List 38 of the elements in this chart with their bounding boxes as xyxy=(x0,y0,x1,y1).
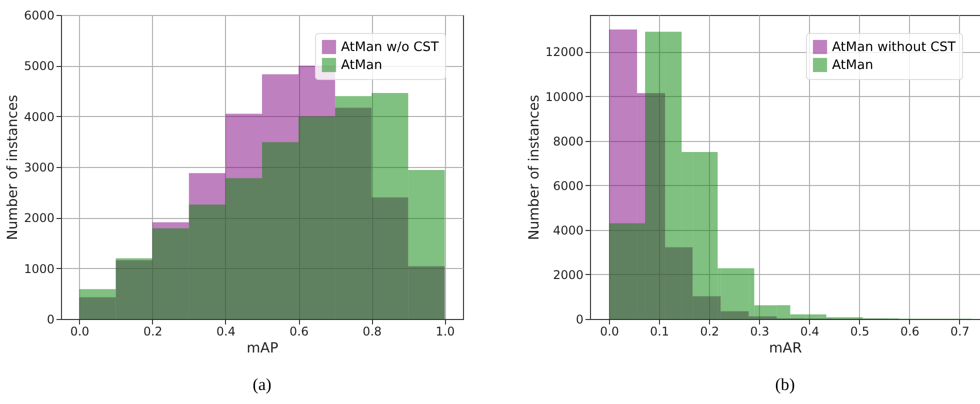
text: (a) xyxy=(252,375,272,394)
x-axis-title: mAR xyxy=(769,340,802,356)
x-tick-label: 0.8 xyxy=(362,324,382,338)
y-tick-label: 6000 xyxy=(24,8,54,22)
legend-label: AtMan xyxy=(832,58,874,73)
y-tick-label: 0 xyxy=(46,312,54,326)
x-axis-title: mAP xyxy=(246,340,278,356)
x-tick-label: 0.6 xyxy=(900,324,920,338)
y-tick-label: 0 xyxy=(576,312,584,326)
x-tick-label: 0.2 xyxy=(143,324,162,338)
y-tick-label: 2000 xyxy=(24,211,54,226)
x-tick-label: 0.6 xyxy=(290,324,309,338)
y-axis-title: Number of instances xyxy=(4,94,21,240)
y-tick-label: 1000 xyxy=(24,262,54,276)
y-axis-title: Number of instances xyxy=(526,94,542,240)
x-tick-label: 0.5 xyxy=(850,324,870,338)
x-tick-label: 0.7 xyxy=(950,324,970,338)
y-tick-label: 10000 xyxy=(545,90,584,104)
legend-label: AtMan without CST xyxy=(832,40,956,55)
legend-label: AtMan w/o CST xyxy=(341,40,439,55)
y-tick-label: 12000 xyxy=(545,45,584,60)
x-tick-label: 0.4 xyxy=(216,324,236,338)
x-tick-label: 0.0 xyxy=(70,324,90,338)
x-tick-label: 0.1 xyxy=(650,324,670,338)
x-tick-label: 0.0 xyxy=(600,324,620,338)
x-tick-label: 0.3 xyxy=(750,324,770,338)
y-tick-label: 3000 xyxy=(24,160,54,174)
x-tick-label: 1.0 xyxy=(436,324,455,338)
y-tick-label: 4000 xyxy=(24,110,54,124)
y-tick-label: 6000 xyxy=(552,178,584,193)
y-tick-label: 4000 xyxy=(552,223,584,238)
legend-label: AtMan xyxy=(341,58,382,73)
y-tick-label: 5000 xyxy=(24,59,54,74)
y-tick-label: 8000 xyxy=(552,134,584,148)
y-tick-label: 2000 xyxy=(552,268,584,282)
x-tick-label: 0.2 xyxy=(700,324,720,338)
x-tick-label: 0.4 xyxy=(800,324,820,338)
text: (b) xyxy=(775,375,795,394)
